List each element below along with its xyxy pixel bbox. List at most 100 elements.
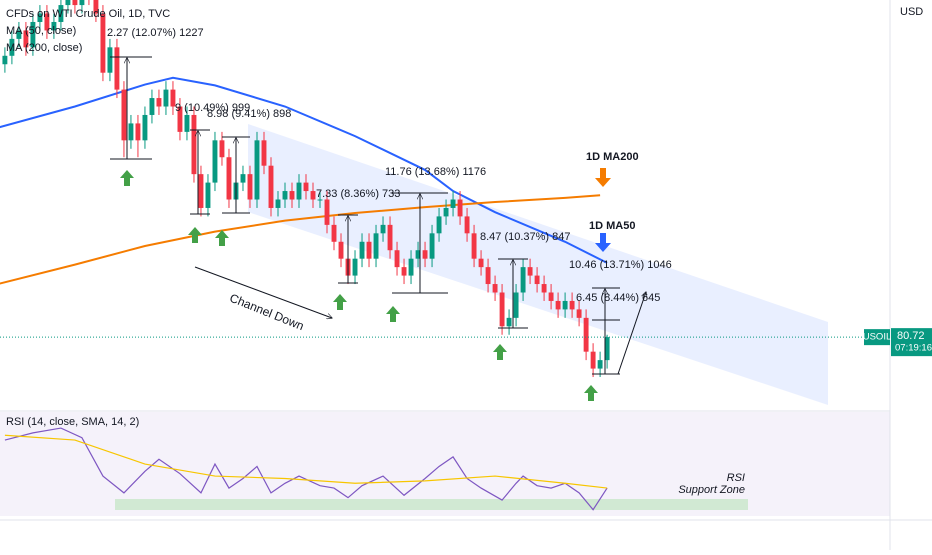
candle-body — [191, 114, 197, 175]
candle-body — [485, 267, 491, 285]
ma50-line — [0, 76, 608, 264]
annotation: RSI — [727, 472, 745, 484]
candle-body — [457, 199, 463, 217]
currency: USD — [900, 6, 923, 18]
candle-body — [16, 30, 22, 39]
candle-body — [100, 13, 106, 73]
chart-title: CFDs on WTI Crude Oil, 1D, TVC — [6, 8, 170, 20]
candle-body — [464, 216, 470, 234]
candle-body — [436, 216, 442, 234]
annotation: 9 (10.49%) 999 — [175, 102, 250, 114]
candle-body — [569, 300, 575, 310]
candle-body — [261, 140, 267, 166]
candle-body — [170, 89, 176, 107]
price-tag — [891, 328, 932, 357]
candle-body — [198, 174, 204, 208]
candle-body — [107, 47, 113, 73]
candle-body — [254, 140, 260, 200]
candle-body — [373, 233, 379, 259]
candle-body — [422, 250, 428, 259]
candle-body — [590, 351, 596, 369]
candle-body — [226, 157, 232, 200]
annotation: 7.33 (8.36%) 733 — [316, 188, 400, 200]
rsi-background — [0, 412, 890, 516]
candle-body — [324, 199, 330, 225]
symbol-tag — [864, 329, 890, 346]
ma50-arrow — [595, 233, 611, 252]
channel — [248, 124, 828, 405]
candle-body — [177, 106, 183, 132]
candle-body — [359, 241, 365, 259]
candle-body — [23, 30, 29, 48]
annotation: 1D MA50 — [589, 220, 635, 232]
candle-body — [247, 174, 253, 200]
measurements — [110, 56, 646, 375]
candle-body — [310, 191, 316, 200]
candle-body — [562, 300, 568, 310]
price-label: 80.72 — [897, 330, 925, 342]
candle-body — [317, 199, 323, 201]
candle-body — [275, 199, 281, 208]
rsi-line — [4, 427, 608, 511]
candle-body — [142, 114, 148, 141]
candle-body — [296, 182, 302, 200]
candle-body — [135, 123, 141, 141]
up-arrows — [120, 170, 598, 401]
candle-body — [492, 284, 498, 293]
candle-body — [37, 13, 43, 22]
annotation: 2.27 (12.07%) 1227 — [107, 27, 204, 39]
candle-body — [79, 0, 85, 6]
candle-body — [338, 241, 344, 259]
candle-body — [65, 0, 71, 6]
candle-body — [72, 0, 78, 6]
candle-body — [93, 0, 99, 14]
annotation: Channel Down — [228, 291, 306, 333]
candle-body — [534, 275, 540, 285]
candle-body — [555, 300, 561, 310]
candle-body — [366, 241, 372, 259]
candle-body — [184, 114, 190, 132]
candle-body — [604, 337, 610, 361]
candle-body — [401, 267, 407, 276]
annotation: 11.76 (13.68%) 1176 — [385, 166, 486, 178]
candle-body — [149, 98, 155, 115]
symbol-label: USOIL — [863, 332, 892, 343]
candle-body — [2, 55, 8, 65]
ma200-arrow — [595, 168, 611, 187]
candle-body — [429, 233, 435, 259]
candle-body — [212, 140, 218, 183]
candle-body — [219, 140, 225, 158]
candle-body — [331, 224, 337, 242]
candle-body — [51, 21, 57, 31]
candle-body — [163, 89, 169, 107]
candle-body — [450, 199, 456, 208]
candle-body — [548, 292, 554, 301]
annotation: 1D MA200 — [586, 151, 639, 163]
annotation: 6.45 (8.44%) 645 — [576, 292, 660, 304]
candle-body — [58, 5, 64, 22]
candle-body — [282, 191, 288, 200]
candle-body — [513, 292, 519, 318]
candle-body — [415, 250, 421, 259]
candle-body — [303, 182, 309, 192]
annotation: 8.47 (10.37%) 847 — [480, 231, 571, 243]
candle-body — [387, 224, 393, 251]
ma200-line — [0, 194, 601, 285]
candle-body — [541, 284, 547, 293]
sma-line — [4, 434, 608, 489]
candle-body — [205, 182, 211, 208]
indicator: MA (200, close) — [6, 42, 82, 54]
countdown: 07:19:16 — [895, 343, 932, 354]
candle-body — [520, 267, 526, 293]
candle-body — [156, 98, 162, 107]
candle-body — [478, 258, 484, 268]
candle-body — [114, 47, 120, 90]
candle-body — [471, 233, 477, 259]
candle-body — [394, 250, 400, 268]
candle-body — [527, 267, 533, 276]
candle-body — [121, 89, 127, 141]
candle-body — [583, 317, 589, 352]
candle-body — [597, 360, 603, 369]
annotation: 8.98 (9.41%) 898 — [207, 108, 291, 120]
